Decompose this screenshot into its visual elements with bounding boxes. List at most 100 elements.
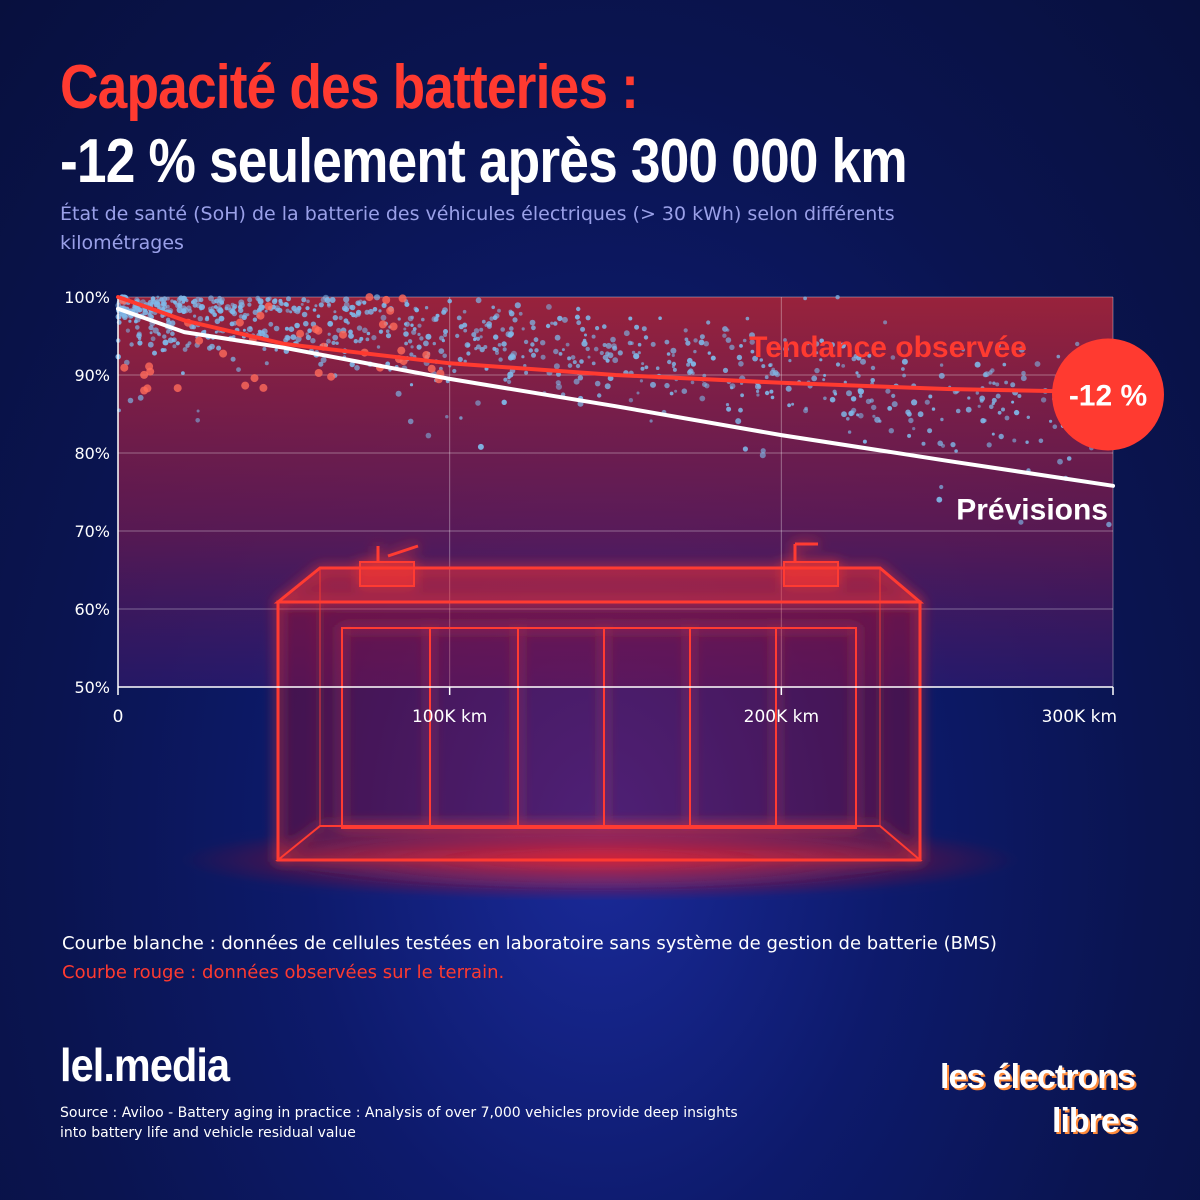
scatter-point <box>628 398 634 403</box>
scatter-point <box>605 342 612 349</box>
scatter-point <box>459 416 463 420</box>
scatter-point <box>637 342 642 347</box>
scatter-point <box>890 355 896 360</box>
scatter-point <box>986 442 992 448</box>
scatter-point <box>417 332 421 336</box>
scatter-point <box>907 433 912 438</box>
scatter-point <box>595 326 600 331</box>
scatter-point <box>348 333 354 339</box>
series-lines <box>116 295 1115 488</box>
scatter-point-field <box>146 367 155 376</box>
scatter-point <box>318 302 324 308</box>
scatter-point <box>443 333 448 337</box>
scatter-point <box>410 345 414 349</box>
scatter-point <box>570 355 576 360</box>
scatter-point <box>858 412 864 419</box>
scatter-point <box>690 380 695 385</box>
scatter-point <box>1011 400 1015 404</box>
scatter-point <box>218 315 225 322</box>
scatter-point <box>788 359 792 363</box>
scatter-point <box>1066 456 1072 461</box>
scatter-point <box>938 372 945 379</box>
scatter-point <box>209 308 215 314</box>
scatter-point <box>623 330 630 337</box>
scatter-point <box>671 365 675 369</box>
scatter-point <box>815 351 819 355</box>
scatter-point <box>307 328 312 334</box>
scatter-point <box>628 316 633 321</box>
y-tick-label: 80% <box>74 444 110 463</box>
scatter-point <box>939 363 944 367</box>
scatter-point <box>247 302 252 307</box>
scatter-point <box>644 365 649 370</box>
scatter-point <box>572 360 577 365</box>
scatter-point <box>264 361 269 366</box>
scatter-point <box>498 357 503 362</box>
scatter-point <box>989 404 994 410</box>
scatter-point <box>380 314 387 321</box>
scatter-point <box>1056 354 1061 359</box>
scatter-point-field <box>339 330 347 339</box>
scatter-point <box>445 415 449 419</box>
scatter-point <box>814 367 820 374</box>
scatter-point <box>859 394 863 398</box>
scatter-point <box>846 390 852 397</box>
scatter-point <box>739 344 743 348</box>
scatter-point <box>742 446 749 452</box>
scatter-point <box>847 430 852 434</box>
scatter-point-field <box>219 349 228 358</box>
brand-lel-media[interactable]: lel.media <box>60 1039 230 1091</box>
scatter-point <box>335 341 339 345</box>
scatter-point <box>171 337 177 343</box>
scatter-point <box>157 332 162 337</box>
scatter-point <box>671 353 675 357</box>
scatter-point-field <box>296 329 305 338</box>
scatter-point <box>349 304 356 311</box>
scatter-point <box>417 323 422 328</box>
scatter-point <box>523 339 529 345</box>
scatter-point <box>492 346 497 351</box>
scatter-point <box>574 314 580 320</box>
scatter-point <box>735 418 742 425</box>
scatter-point <box>432 341 436 346</box>
scatter-point <box>530 342 535 347</box>
scatter-point <box>267 296 272 301</box>
note-white-curve: Courbe blanche : données de cellules tes… <box>62 933 997 954</box>
scatter-point <box>998 433 1004 440</box>
scatter-point <box>902 373 906 378</box>
scatter-point <box>489 316 494 321</box>
scatter-point <box>473 328 480 334</box>
scatter-point <box>447 298 453 304</box>
scatter-point <box>356 325 363 331</box>
scatter-point <box>397 317 401 321</box>
scatter-point <box>927 428 933 434</box>
scatter-point <box>856 373 861 378</box>
scatter-point <box>602 343 607 347</box>
scatter-point <box>247 297 253 303</box>
scatter-point <box>217 295 222 301</box>
scatter-point <box>687 357 693 364</box>
scatter-point <box>365 337 370 342</box>
scatter-point <box>362 327 368 334</box>
scatter-point <box>463 328 468 333</box>
scatter-point <box>349 361 355 368</box>
scatter-point <box>343 307 347 312</box>
label-observed-trend: Tendance observée <box>749 331 1027 364</box>
scatter-point <box>355 309 362 316</box>
scatter-point <box>410 323 414 327</box>
scatter-point <box>300 302 304 306</box>
scatter-point <box>326 338 331 344</box>
scatter-point <box>770 395 775 400</box>
scatter-point <box>312 308 317 312</box>
scatter-point <box>329 297 336 303</box>
scatter-point <box>874 416 881 423</box>
scatter-point <box>373 294 381 301</box>
scatter-point <box>841 364 846 368</box>
scatter-point <box>442 353 448 359</box>
scatter-point <box>423 340 429 347</box>
scatter-point <box>684 337 689 342</box>
scatter-point <box>416 344 422 350</box>
scatter-point <box>425 333 432 340</box>
scatter-point <box>1012 438 1017 443</box>
scatter-point <box>725 337 732 343</box>
